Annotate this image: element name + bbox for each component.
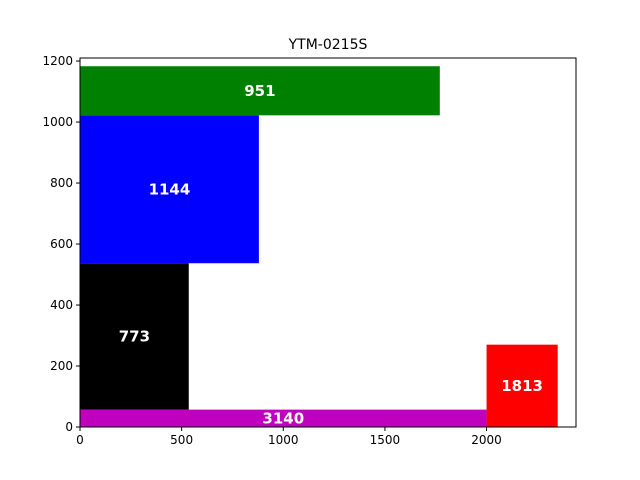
y-axis: 0 200 400 600 800 1000 1200 xyxy=(42,54,80,434)
bar-label-1813: 1813 xyxy=(501,377,543,395)
x-tick-label: 0 xyxy=(76,433,84,447)
y-tick-label: 800 xyxy=(50,176,73,190)
bar-label-773: 773 xyxy=(119,327,150,345)
y-tick-label: 1200 xyxy=(42,54,73,68)
bar-label-1144: 1144 xyxy=(149,180,191,198)
y-tick-label: 200 xyxy=(50,359,73,373)
bar-3140 xyxy=(80,409,487,427)
bar-951 xyxy=(80,66,440,116)
x-tick-label: 2000 xyxy=(471,433,502,447)
x-tick-label: 1500 xyxy=(370,433,401,447)
y-tick-label: 0 xyxy=(65,420,73,434)
y-tick-label: 1000 xyxy=(42,115,73,129)
axes-frame xyxy=(79,57,577,428)
plot-area: 3140 773 1144 951 1813 xyxy=(80,66,558,427)
y-tick-label: 400 xyxy=(50,298,73,312)
x-axis: 0 500 1000 1500 2000 xyxy=(76,427,502,447)
chart-title: YTM-0215S xyxy=(288,37,368,53)
bar-773 xyxy=(80,263,189,410)
bar-1813 xyxy=(486,344,558,427)
bar-label-951: 951 xyxy=(244,82,275,100)
bar-label-3140: 3140 xyxy=(262,409,304,427)
x-tick-label: 500 xyxy=(170,433,193,447)
y-tick-label: 600 xyxy=(50,237,73,251)
x-tick-label: 1000 xyxy=(268,433,299,447)
bar-1144 xyxy=(80,115,259,264)
